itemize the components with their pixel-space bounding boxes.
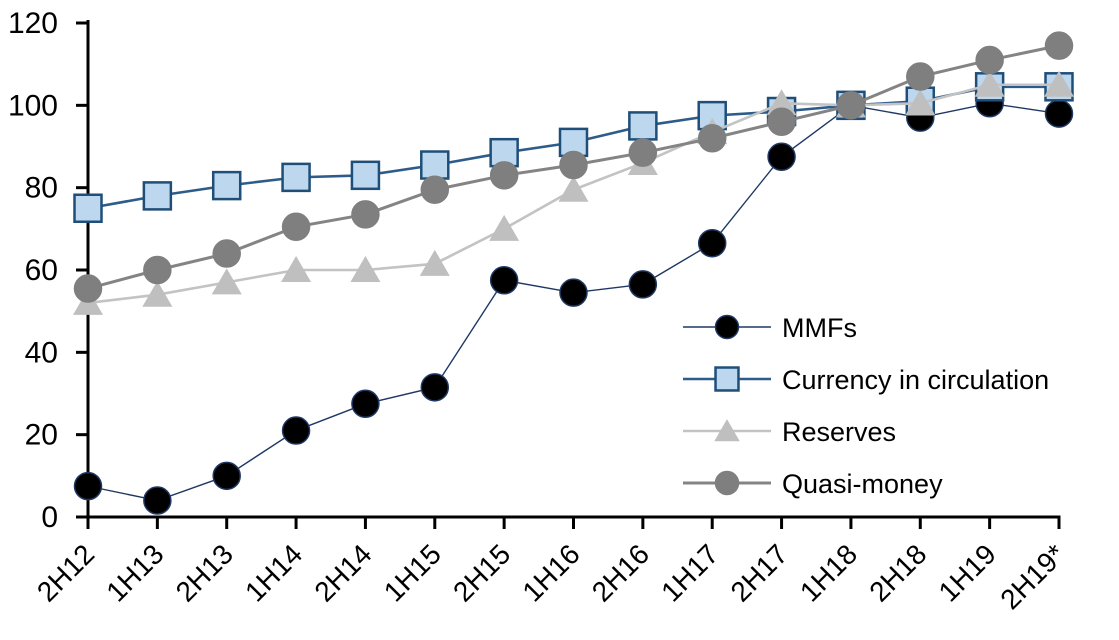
y-tick-label: 120 <box>8 7 58 40</box>
x-tick-label-2h16: 2H16 <box>586 538 655 607</box>
circle-marker <box>628 138 658 167</box>
triangle-marker <box>558 175 589 202</box>
x-tick-label-2h19-: 2H19* <box>994 538 1071 615</box>
x-tick-label-2h18: 2H18 <box>863 538 932 607</box>
x-tick-label-2h13: 2H13 <box>170 538 239 607</box>
legend-label: Quasi-money <box>782 469 943 499</box>
triangle-marker <box>489 214 520 241</box>
x-tick-label-1h14: 1H14 <box>239 538 308 607</box>
circle-marker <box>489 266 519 295</box>
circle-marker <box>489 161 519 190</box>
x-tick-label-1h17: 1H17 <box>655 538 724 607</box>
triangle-marker <box>766 89 797 116</box>
legend-item-mmfs: MMFs <box>683 313 857 343</box>
circle-marker <box>420 175 450 204</box>
square-marker <box>420 150 450 180</box>
triangle-marker <box>350 256 381 282</box>
y-tick-label: 20 <box>25 419 58 452</box>
x-tick-label-1h13: 1H13 <box>100 538 169 607</box>
circle-marker <box>281 416 311 445</box>
triangle-marker <box>419 249 450 276</box>
legend-label: MMFs <box>782 313 857 343</box>
y-tick-label: 100 <box>8 89 58 122</box>
circle-marker <box>143 255 172 285</box>
circle-marker <box>73 274 103 303</box>
square-marker <box>714 366 740 392</box>
circle-marker <box>281 212 311 242</box>
legend-item-quasi-money: Quasi-money <box>683 469 943 499</box>
x-tick-label-2h15: 2H15 <box>447 538 516 607</box>
circle-marker <box>975 45 1004 75</box>
x-tick-label-1h18: 1H18 <box>794 538 863 607</box>
triangle-marker <box>714 419 740 442</box>
circle-marker <box>559 150 588 180</box>
circle-marker <box>697 228 727 258</box>
circle-marker <box>767 107 796 137</box>
series-quasi-money <box>73 31 1074 303</box>
square-marker <box>350 160 381 191</box>
legend-item-reserves: Reserves <box>683 417 896 447</box>
triangle-marker <box>142 280 173 307</box>
circle-marker <box>559 278 588 307</box>
legend-label: Reserves <box>782 417 896 447</box>
y-tick-label: 60 <box>25 254 58 287</box>
circle-marker <box>906 62 935 91</box>
circle-marker <box>628 270 658 299</box>
x-tick-label-1h15: 1H15 <box>378 538 447 607</box>
circle-marker <box>420 373 450 402</box>
x-tick-label-1h16: 1H16 <box>516 538 585 607</box>
triangle-marker <box>211 268 242 295</box>
x-tick-label-2h17: 2H17 <box>725 538 794 607</box>
square-marker <box>211 170 242 201</box>
circle-marker <box>714 314 740 340</box>
square-marker <box>73 193 103 223</box>
circle-marker <box>212 461 241 491</box>
circle-marker <box>767 142 796 172</box>
square-marker <box>489 137 519 168</box>
x-tick-label-2h12: 2H12 <box>31 538 100 607</box>
square-marker <box>281 162 311 193</box>
circle-marker <box>714 470 740 496</box>
legend-label: Currency in circulation <box>782 365 1049 395</box>
y-tick-label: 40 <box>25 336 58 369</box>
legend-item-currency-in-circulation: Currency in circulation <box>683 365 1049 395</box>
y-tick-label: 0 <box>41 501 58 534</box>
circle-marker <box>73 471 103 501</box>
circle-marker <box>1044 31 1074 60</box>
x-tick-label-2h14: 2H14 <box>308 538 377 607</box>
x-tick-label-1h19: 1H19 <box>933 538 1002 607</box>
square-marker <box>628 111 658 141</box>
circle-marker <box>697 124 727 153</box>
triangle-marker <box>1043 70 1074 97</box>
circle-marker <box>836 91 866 120</box>
circle-marker <box>212 239 241 268</box>
y-tick-label: 80 <box>25 172 58 205</box>
triangle-marker <box>905 89 936 116</box>
circle-marker <box>351 389 380 419</box>
legend: MMFs Currency in circulation Reserves Quasi… <box>683 313 1049 499</box>
circle-marker <box>1044 99 1074 128</box>
triangle-marker <box>974 70 1005 97</box>
square-marker <box>142 181 173 211</box>
circle-marker <box>143 486 172 515</box>
triangle-marker <box>281 256 312 282</box>
circle-marker <box>351 200 380 229</box>
